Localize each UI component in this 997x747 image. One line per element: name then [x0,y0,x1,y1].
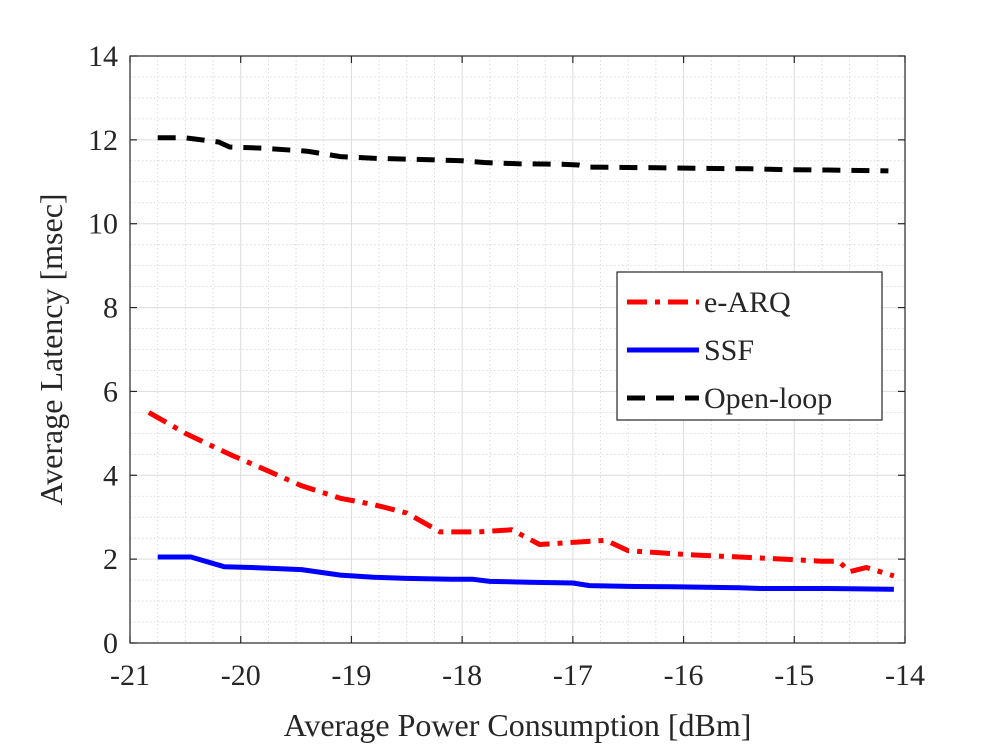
x-tick-label: -21 [110,659,150,692]
y-tick-label: 6 [103,375,118,408]
legend-box [616,271,883,421]
x-tick-label: -17 [553,659,593,692]
series-line-open-loop [157,135,889,174]
legend-label-ssf: SSF [704,334,754,367]
legend-label-open-loop: Open-loop [704,382,832,415]
y-tick-label: 2 [103,543,118,576]
x-tick-label: -16 [664,659,704,692]
x-tick-label: -14 [885,659,925,692]
legend-label-e-arq: e-ARQ [704,286,791,319]
y-tick-label: 12 [88,124,118,157]
series-line-e-arq [147,410,895,579]
y-tick-label: 4 [103,459,118,492]
y-tick-label: 14 [88,40,118,73]
series-layer [147,135,895,592]
series-line-ssf [157,554,894,592]
y-tick-label: 0 [103,627,118,660]
y-axis-label: Average Latency [msec] [33,193,69,505]
axis-ticks [129,55,906,644]
x-tick-label: -15 [774,659,814,692]
legend: e-ARQ SSF Open-loop [616,271,883,421]
y-tick-label: 10 [88,208,118,241]
plot-frame [129,55,906,644]
x-tick-label: -18 [442,659,482,692]
x-tick-label: -19 [331,659,371,692]
x-tick-label: -20 [221,659,261,692]
y-tick-label: 8 [103,292,118,325]
y-tick-labels: 0 2 4 6 8 10 12 14 [88,40,118,660]
x-tick-labels: -21 -20 -19 -18 -17 -16 -15 -14 [110,659,925,692]
x-axis-label: Average Power Consumption [dBm] [284,707,752,743]
